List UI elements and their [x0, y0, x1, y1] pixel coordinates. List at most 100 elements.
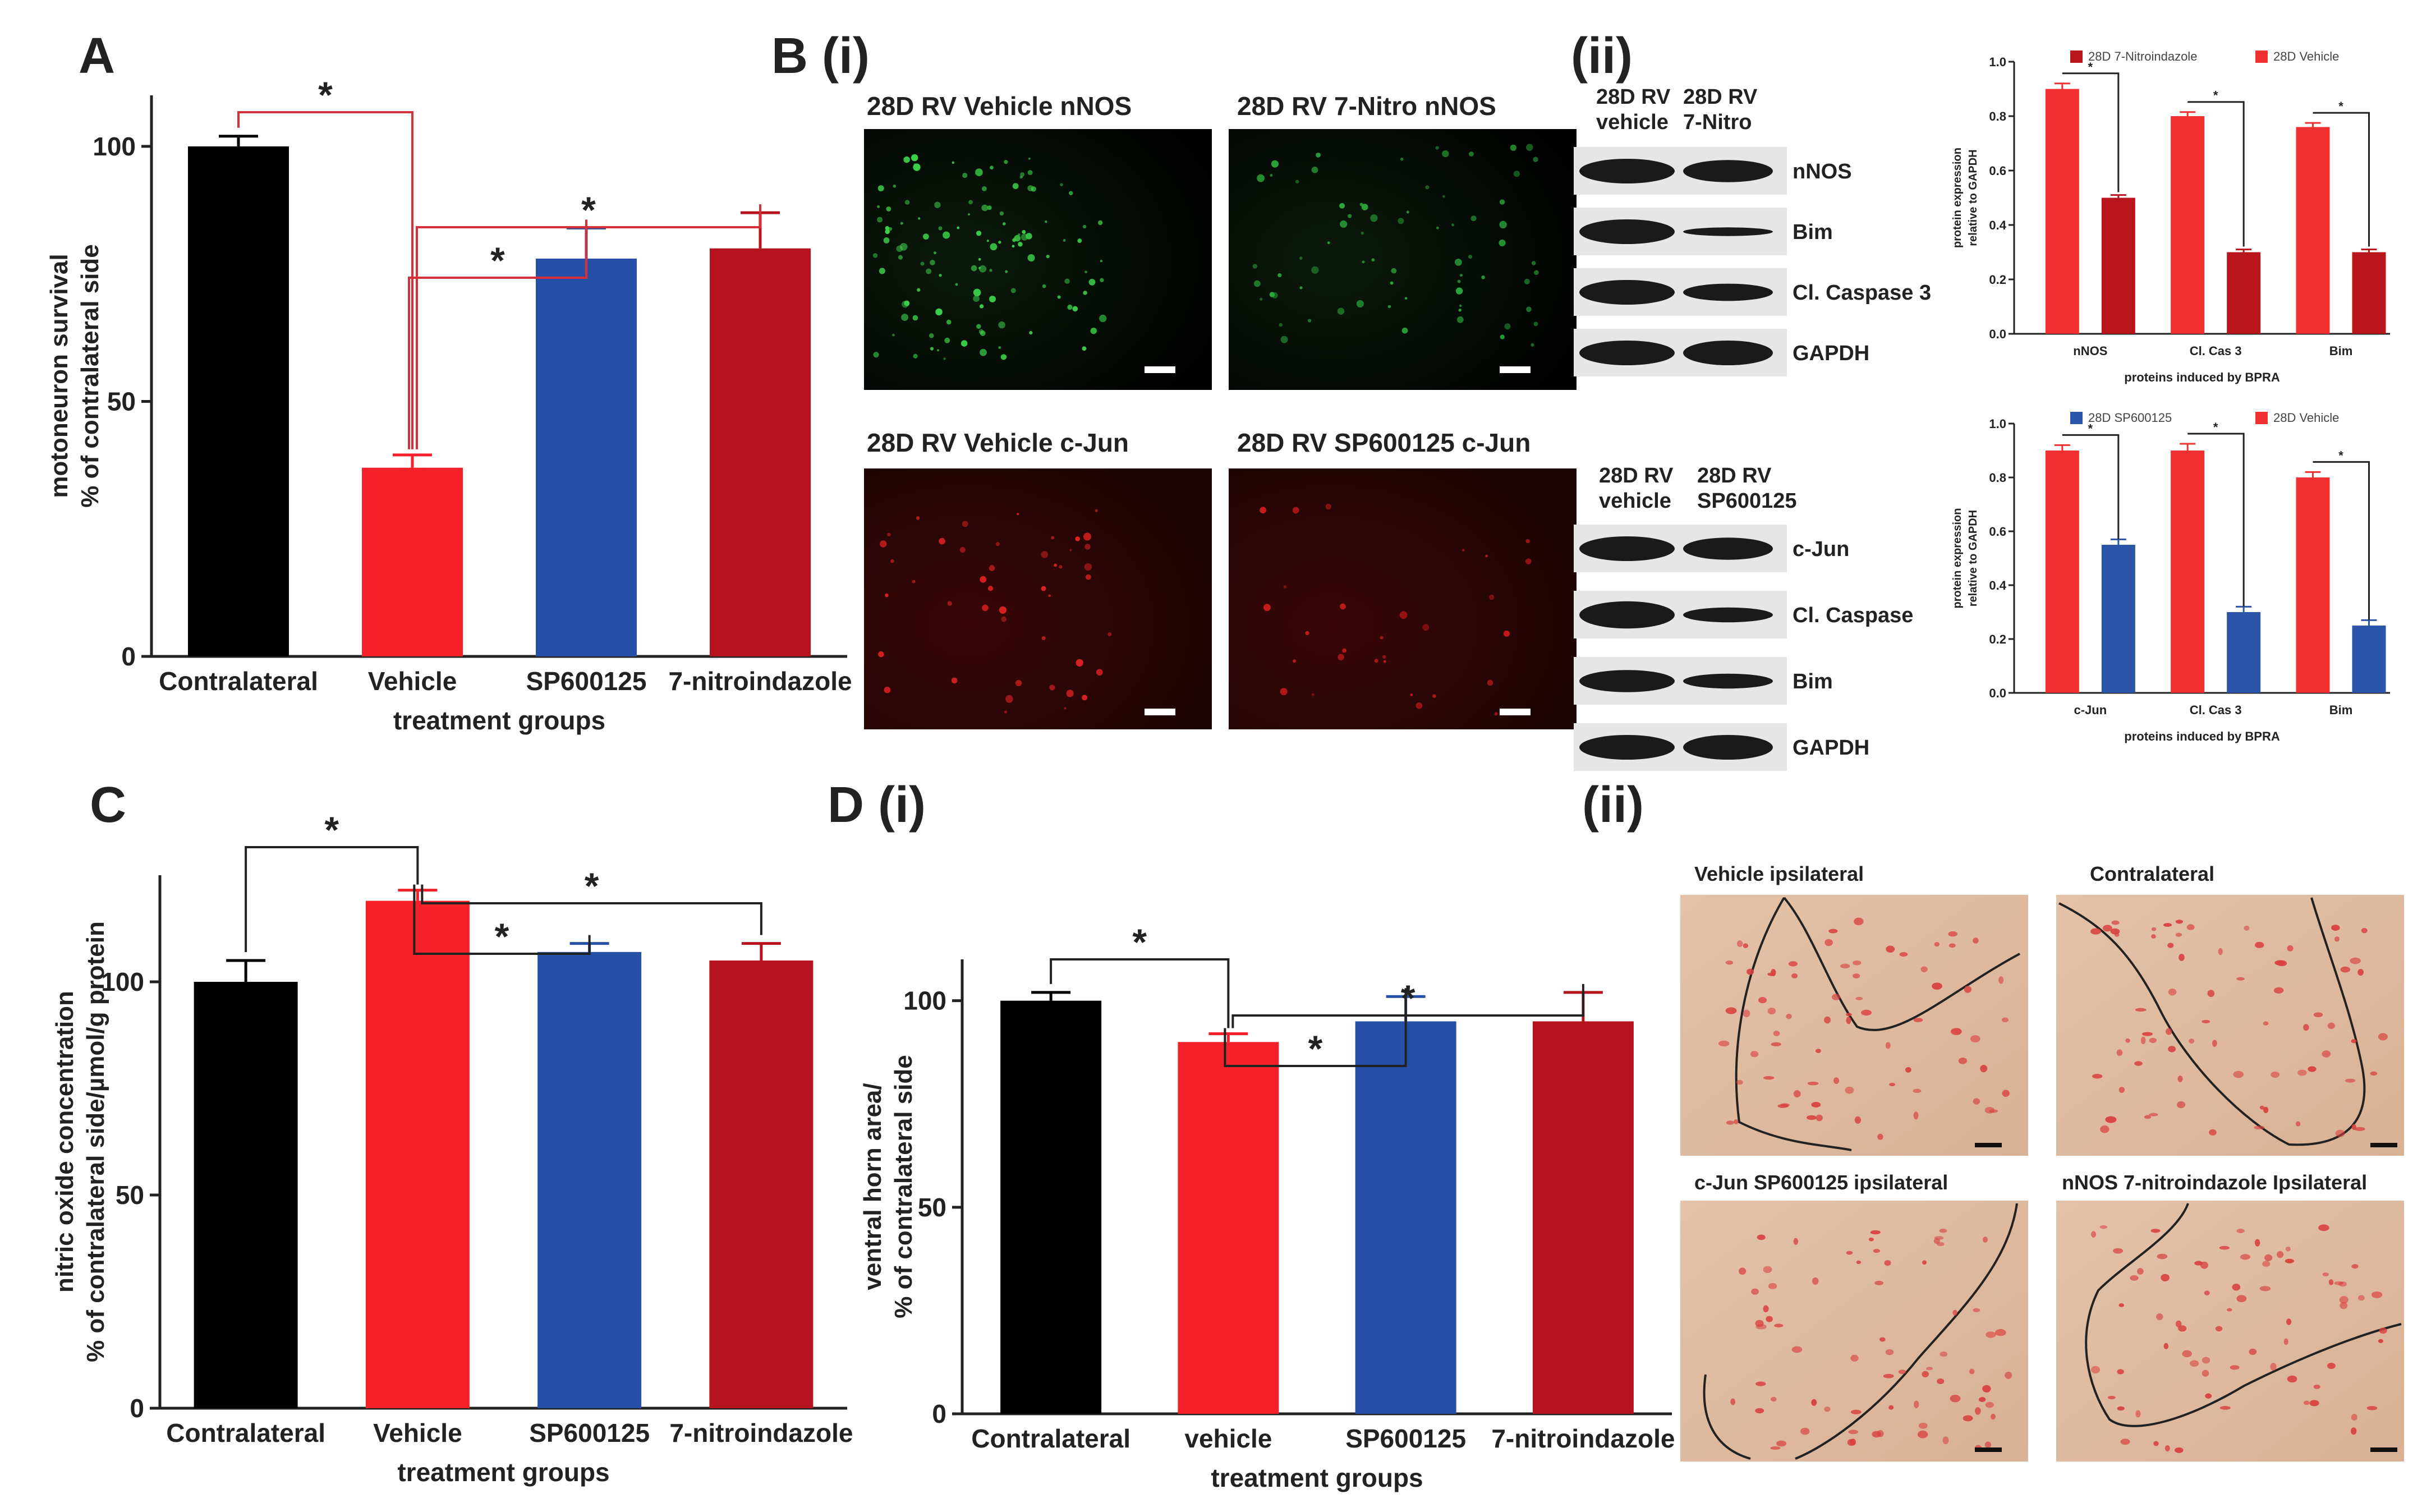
x-tick-label: Contralateral — [159, 667, 318, 696]
stained-neuron — [2366, 1406, 2378, 1410]
blot-band — [1579, 219, 1675, 244]
fluorescent-cell — [1513, 171, 1520, 177]
y-tick-label: 1.0 — [1989, 417, 2006, 431]
significance-star: * — [581, 189, 596, 231]
significance-star: * — [2213, 420, 2218, 434]
fluorescent-cell — [1085, 574, 1091, 580]
stained-neuron — [1850, 1354, 1859, 1362]
stained-neuron — [1854, 1116, 1862, 1124]
stained-neuron — [1815, 1049, 1821, 1054]
scale-bar — [1145, 366, 1175, 373]
fluorescent-cell — [946, 319, 952, 325]
stained-neuron — [2334, 1281, 2343, 1285]
stained-neuron — [2345, 1078, 2356, 1083]
blot-band — [1579, 536, 1675, 561]
fluorescent-cell — [877, 205, 880, 208]
stained-neuron — [2120, 1439, 2130, 1445]
fluorescent-cell — [926, 268, 932, 274]
stained-neuron — [2156, 1313, 2163, 1320]
stained-neuron — [1854, 917, 1864, 926]
stained-neuron — [1873, 1249, 1880, 1253]
stained-neuron — [1963, 1415, 1973, 1422]
stained-neuron — [1951, 1028, 1962, 1035]
chart-c: 0 50 100 Contralateral Vehicle SP600125 7-nitr… — [51, 809, 853, 1487]
significance-bracket — [421, 884, 762, 935]
fluorescent-cell — [1374, 659, 1378, 663]
fluorescent-cell — [1069, 549, 1072, 552]
stained-neuron — [1763, 1076, 1775, 1080]
fluorescent-cell — [1012, 183, 1019, 190]
fluorescent-cell — [989, 269, 992, 272]
bar-vehicle — [1178, 1042, 1279, 1414]
stained-neuron — [2309, 1400, 2319, 1407]
fluorescent-cell — [973, 295, 980, 302]
stained-neuron — [1770, 1446, 1781, 1450]
stained-neuron — [2361, 927, 2368, 934]
fluorescent-cell — [1415, 702, 1423, 709]
fluorescent-cell — [978, 329, 984, 334]
fluorescent-cell — [1064, 278, 1070, 284]
legend-swatch — [2255, 50, 2268, 63]
stained-neuron — [1840, 963, 1850, 969]
fluorescent-cell — [1280, 688, 1288, 696]
fluorescent-cell — [938, 226, 943, 231]
significance-bracket — [2187, 101, 2245, 247]
fluorescent-cell — [999, 211, 1004, 216]
stained-neuron — [1763, 1266, 1772, 1274]
stained-neuron — [2219, 1246, 2230, 1250]
stained-neuron — [2212, 1040, 2217, 1047]
stained-neuron — [2350, 957, 2361, 964]
fluorescent-cell — [1400, 157, 1404, 161]
fluorescent-cell — [883, 237, 890, 243]
stained-neuron — [2175, 932, 2182, 937]
stained-neuron — [1852, 973, 1860, 978]
x-tick-label: Cl. Cas 3 — [2190, 344, 2242, 358]
fluorescent-cell — [1068, 191, 1073, 195]
fluorescent-cell — [1279, 323, 1283, 327]
stained-neuron — [1948, 943, 1956, 948]
blot-label: nNOS — [1793, 160, 1852, 183]
fluorescent-cell — [885, 593, 889, 598]
stained-neuron — [2304, 1400, 2310, 1405]
wb-col-header: 28D RV — [1599, 464, 1674, 488]
fluorescent-cell — [1425, 185, 1430, 190]
blot-band — [1579, 159, 1675, 183]
fluorescent-cell — [980, 348, 987, 356]
stained-neuron — [2118, 1087, 2125, 1093]
stained-neuron — [1852, 960, 1862, 966]
bar-bim — [2296, 477, 2330, 693]
x-tick-label: Contralateral — [166, 1418, 325, 1447]
x-tick-label: nNOS — [2073, 344, 2107, 358]
stained-neuron — [2194, 1261, 2203, 1266]
fluorescent-cell — [1082, 224, 1087, 229]
significance-star: * — [2338, 448, 2343, 462]
fluorescent-cell — [887, 532, 891, 537]
stained-neuron — [2331, 925, 2340, 931]
bar-cl-cas-3 — [2227, 612, 2261, 693]
stained-neuron — [2378, 1033, 2388, 1041]
fluorescent-cell — [1063, 238, 1066, 242]
significance-bracket — [413, 884, 591, 955]
micro-image-cjun-sp600125 — [1229, 468, 1577, 729]
significance-bracket — [408, 219, 587, 449]
fluorescent-cell — [1459, 304, 1462, 307]
significance-bracket — [2313, 112, 2370, 247]
fluorescent-cell — [979, 265, 987, 273]
fluorescent-cell — [1293, 659, 1297, 663]
y-tick-label: 0.6 — [1989, 164, 2006, 178]
fluorescent-cell — [962, 521, 968, 527]
stained-neuron — [2334, 936, 2340, 942]
fluorescent-cell — [967, 213, 970, 216]
fluorescent-cell — [904, 300, 910, 306]
fluorescent-cell — [1005, 695, 1013, 703]
panel-label-bii: (ii) — [1571, 28, 1633, 84]
fluorescent-cell — [1503, 630, 1510, 637]
stained-neuron — [1725, 1007, 1737, 1014]
stained-neuron — [2168, 989, 2177, 996]
stained-neuron — [1917, 1430, 1928, 1439]
fluorescent-cell — [1401, 327, 1408, 334]
stained-neuron — [2150, 1229, 2161, 1233]
bar-sp600125 — [1355, 1021, 1456, 1414]
x-axis-label: treatment groups — [397, 1458, 609, 1487]
fluorescent-cell — [951, 677, 958, 684]
